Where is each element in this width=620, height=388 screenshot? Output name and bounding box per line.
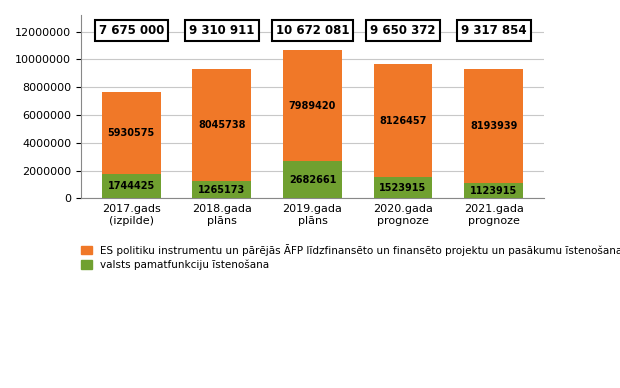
Text: 1744425: 1744425 — [108, 181, 155, 191]
Text: 9 317 854: 9 317 854 — [461, 24, 526, 37]
Bar — [464, 69, 523, 183]
Text: 1123915: 1123915 — [470, 185, 517, 196]
Bar — [192, 181, 251, 198]
Text: 1265173: 1265173 — [198, 185, 246, 195]
Text: 8126457: 8126457 — [379, 116, 427, 126]
Bar — [283, 50, 342, 161]
Bar — [464, 183, 523, 198]
Bar — [283, 161, 342, 198]
Text: 9 650 372: 9 650 372 — [370, 24, 436, 37]
Bar — [192, 69, 251, 181]
Text: 2682661: 2682661 — [289, 175, 336, 185]
Bar — [102, 174, 161, 198]
Bar — [374, 177, 433, 198]
Text: 10 672 081: 10 672 081 — [276, 24, 349, 37]
Text: 1523915: 1523915 — [379, 183, 427, 193]
Legend: ES politiku instrumentu un pārējās ĀFP līdzfinansēto un finansēto projektu un pa: ES politiku instrumentu un pārējās ĀFP l… — [81, 244, 620, 270]
Text: 5930575: 5930575 — [108, 128, 155, 138]
Text: 9 310 911: 9 310 911 — [189, 24, 255, 37]
Text: 8045738: 8045738 — [198, 120, 246, 130]
Bar — [102, 92, 161, 174]
Text: 7 675 000: 7 675 000 — [99, 24, 164, 37]
Bar — [374, 64, 433, 177]
Text: 7989420: 7989420 — [289, 100, 336, 111]
Text: 8193939: 8193939 — [470, 121, 517, 131]
